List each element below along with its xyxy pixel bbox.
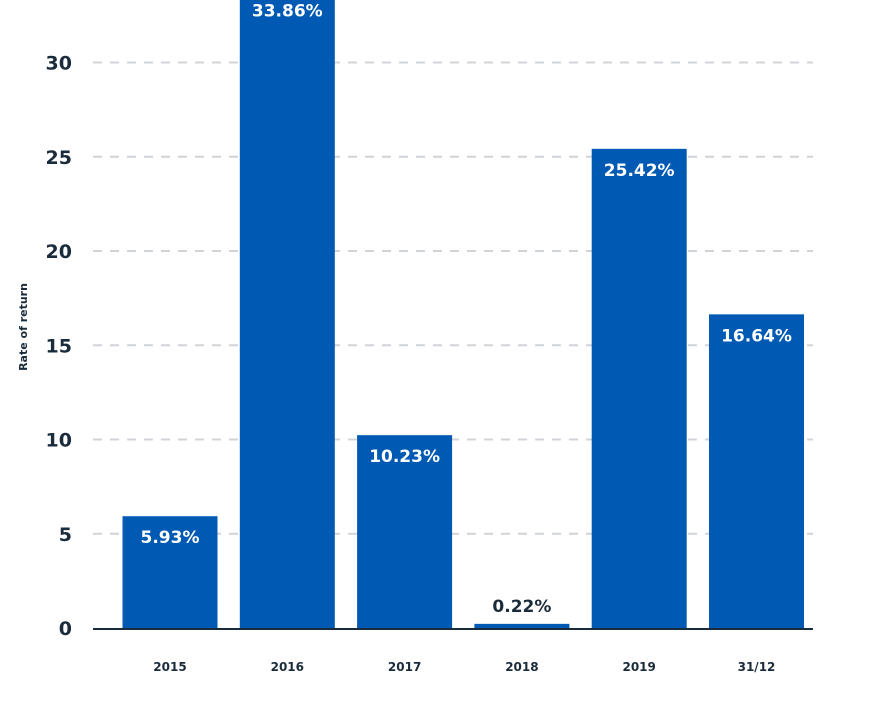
bar-2018 [474, 623, 570, 628]
y-tick-label: 10 [46, 430, 72, 452]
gridlines [93, 61, 813, 535]
x-tick-label: 2019 [622, 660, 655, 674]
data-label: 16.64% [721, 326, 792, 346]
x-tick-label: 31/12 [738, 660, 776, 674]
bar-2016 [239, 0, 335, 628]
y-tick-label: 5 [59, 524, 72, 546]
bar-2019 [591, 148, 687, 628]
data-label: 5.93% [141, 528, 200, 548]
y-tick-label: 25 [46, 147, 72, 169]
x-tick-label: 2018 [505, 660, 538, 674]
data-label: 25.42% [604, 161, 675, 181]
data-label: 10.23% [369, 447, 440, 467]
x-tick-label: 2016 [271, 660, 304, 674]
y-axis-ticks: 0 5 10 15 20 25 30 [46, 53, 72, 641]
x-tick-label: 2015 [153, 660, 186, 674]
x-tick-label: 2017 [388, 660, 421, 674]
y-axis-label: Rate of return [17, 283, 30, 371]
bars: 5.93% 33.86% 10.23% 0.22% 25.42% 16.64% [122, 0, 804, 628]
y-tick-label: 20 [46, 241, 72, 263]
y-tick-label: 30 [46, 53, 72, 75]
x-axis-ticks: 2015 2016 2017 2018 2019 31/12 [153, 660, 775, 674]
data-label: 0.22% [492, 597, 551, 617]
data-label: 33.86% [252, 2, 323, 22]
bar-31-12 [709, 314, 804, 628]
bar-2015 [122, 516, 218, 628]
y-tick-label: 0 [59, 618, 72, 640]
y-tick-label: 15 [46, 335, 72, 357]
bar-2017 [357, 435, 453, 628]
